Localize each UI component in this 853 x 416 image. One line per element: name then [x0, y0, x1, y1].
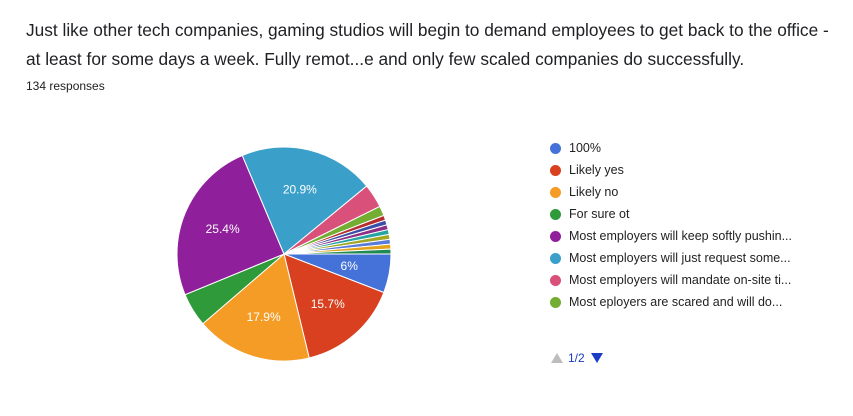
legend-swatch	[550, 296, 561, 308]
previous-page-icon[interactable]	[551, 353, 563, 363]
legend-label: 100%	[569, 141, 601, 155]
slice-label: 25.4%	[206, 222, 240, 236]
legend-item[interactable]: Most employers will mandate on-site ti..…	[550, 269, 850, 291]
legend-item[interactable]: For sure ot	[550, 203, 850, 225]
question-title: Just like other tech companies, gaming s…	[26, 20, 829, 69]
legend-item[interactable]: Likely yes	[550, 159, 850, 181]
legend-label: For sure ot	[569, 207, 630, 221]
legend-swatch	[550, 230, 561, 242]
legend-label: Most employers will mandate on-site ti..…	[569, 273, 792, 287]
pie-slice[interactable]	[176, 154, 285, 296]
slice-label: 17.9%	[247, 310, 281, 324]
legend-label: Most employers will just request some...	[569, 251, 791, 265]
next-page-icon[interactable]	[590, 353, 603, 363]
response-count: 134 responses	[26, 79, 105, 93]
legend-swatch	[550, 164, 561, 176]
legend-item[interactable]: 100%	[550, 137, 850, 159]
legend-swatch	[550, 142, 561, 154]
legend-item[interactable]: Most employers will just request some...	[550, 247, 850, 269]
legend-label: Likely yes	[569, 163, 624, 177]
page-indicator: 1/2	[568, 351, 585, 365]
slice-label: 15.7%	[311, 297, 345, 311]
legend-label: Most employers will keep softly pushin..…	[569, 229, 793, 243]
legend-label: Most eployers are scared and will do...	[569, 295, 783, 309]
legend-item[interactable]: Likely no	[550, 181, 850, 203]
legend-swatch	[550, 208, 561, 220]
slice-label: 20.9%	[283, 183, 317, 197]
legend-swatch	[550, 252, 561, 264]
pie-slice[interactable]	[283, 248, 392, 255]
pie-slice[interactable]	[241, 146, 368, 255]
legend-item[interactable]: Most eployers are scared and will do...	[550, 291, 850, 313]
legend-item[interactable]: Most employers will keep softly pushin..…	[550, 225, 850, 247]
pie-slice[interactable]	[202, 253, 310, 362]
legend-label: Likely no	[569, 185, 619, 199]
legend-swatch	[550, 186, 561, 198]
slice-label: 6%	[341, 259, 359, 273]
chart-legend: 100% Likely yes Likely no For sure ot Most e…	[550, 137, 850, 313]
legend-swatch	[550, 274, 561, 286]
legend-pager: 1/2	[551, 351, 603, 365]
pie-slice[interactable]	[283, 253, 385, 359]
